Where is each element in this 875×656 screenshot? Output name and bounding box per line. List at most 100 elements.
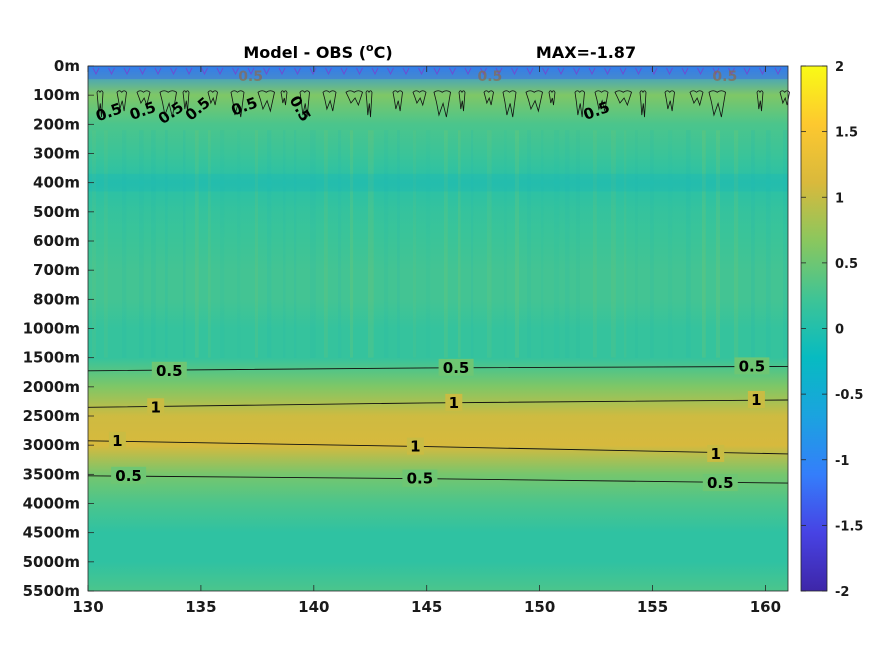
chart-title: Model - OBS (oC): [243, 41, 392, 62]
surface-contour-label: 0.5: [477, 69, 502, 85]
upper-contour-blob: [689, 90, 704, 107]
title-unit-tail: C): [374, 43, 393, 62]
texture-stripe: [310, 130, 316, 358]
texture-stripe: [220, 130, 225, 358]
surface-contour-label: 0.5: [238, 69, 263, 85]
upper-contour-blob: [299, 90, 310, 118]
texture-stripe: [716, 130, 720, 358]
surface-contour-mark: [697, 67, 704, 76]
plot-area: 0.5 0.5 0.51 1 11 1 10.5 0.5 0.50.5 0.50.50.5 0.5 0…: [87, 65, 790, 592]
contour-label: 1: [449, 394, 459, 412]
texture-stripe: [565, 130, 570, 358]
texture-stripe: [397, 130, 400, 358]
surface-contour-mark: [495, 67, 503, 76]
surface-contour-mark: [449, 67, 456, 76]
surface-contour-mark: [247, 67, 255, 76]
texture-stripe: [283, 130, 286, 358]
contour-label-bg: [747, 391, 765, 408]
surface-contour-marks: [92, 67, 782, 76]
texture-stripe: [151, 130, 156, 358]
upper-contour-blob: [614, 90, 632, 107]
y-tick-label: 600m: [33, 232, 80, 250]
upper-contour-blob: [639, 90, 647, 118]
upper-contour-blobs: [96, 90, 790, 118]
texture-stripe: [195, 130, 199, 358]
upper-contour-blob: [96, 90, 104, 118]
texture-stripe: [751, 130, 755, 358]
upper-contour-blob: [412, 90, 427, 107]
heatmap-field: [88, 66, 788, 591]
y-tick-label: 2500m: [23, 407, 80, 425]
title-unit-superscript: o: [366, 41, 374, 54]
upper-contour-blob: [574, 90, 585, 118]
texture-stripe: [702, 130, 706, 358]
texture-stripe: [294, 130, 297, 358]
surface-contour-mark: [743, 67, 751, 76]
y-axis-ticks: 0m 100m 200m 300m 400m 500m 600m 700m 800m 1000m 1…: [23, 57, 94, 600]
y-tick-label: 700m: [33, 261, 80, 279]
texture-stripe: [624, 130, 627, 358]
surface-contour-mark: [588, 67, 596, 76]
y-tick-label: 800m: [33, 290, 80, 308]
texture-stripe: [267, 130, 272, 358]
y-tick-label: 0m: [54, 57, 80, 75]
texture-stripe: [413, 130, 417, 358]
contour-label: 0.5: [739, 357, 766, 375]
surface-contour-mark: [340, 67, 348, 76]
colorbar-tick-label: 1.5: [835, 126, 858, 141]
contour-label-bg: [406, 437, 424, 455]
y-tick-label: 4500m: [23, 524, 80, 542]
surface-contour-mark: [154, 67, 162, 76]
surface-contour-mark: [294, 67, 301, 76]
y-tick-label: 5500m: [23, 582, 80, 600]
max-label: MAX=-1.87: [536, 43, 636, 62]
texture-stripe: [237, 130, 241, 358]
x-tick-label: 135: [185, 598, 216, 616]
texture-stripe: [350, 130, 354, 358]
upper-contour-blob: [116, 90, 127, 112]
surface-contour-mark: [666, 67, 673, 76]
x-tick-label: 155: [637, 598, 668, 616]
texture-stripe: [527, 130, 531, 358]
surface-contour-mark: [542, 67, 549, 76]
upper-contour-blob: [365, 90, 373, 118]
texture-stripe: [139, 130, 144, 358]
texture-stripe: [165, 130, 168, 358]
colorbar-tick-label: -2: [835, 585, 849, 600]
texture-stripe: [444, 130, 448, 358]
surface-contour-mark: [573, 67, 580, 76]
y-tick-label: 200m: [33, 115, 80, 133]
y-tick-label: 4000m: [23, 495, 80, 513]
contour-label-bg: [445, 393, 463, 411]
upper-contour-blob: [433, 90, 451, 118]
texture-stripe: [504, 130, 507, 358]
y-tick-label: 300m: [33, 145, 80, 163]
surface-contour-mark: [402, 67, 410, 76]
contour-label: 1: [410, 438, 420, 456]
texture-stripe: [593, 130, 597, 358]
upper-contour-blob: [392, 90, 403, 112]
surface-contour-mark: [371, 67, 379, 76]
upper-contour-blob: [708, 90, 726, 118]
y-tick-label: 1000m: [23, 320, 80, 338]
colorbar-tick-label: 0: [835, 323, 844, 338]
texture-stripe: [650, 130, 654, 358]
colorbar-tick-label: 0.5: [835, 257, 858, 272]
contour-label-bg: [438, 358, 474, 376]
colorbar: 2 1.5 1 0.5 0 -0.5 -1 -1.5 -2: [800, 60, 863, 600]
upper-contour-blob: [756, 90, 764, 112]
texture-stripe: [255, 130, 258, 358]
texture-stripe: [208, 130, 211, 358]
upper-contour-blob: [136, 90, 151, 107]
surface-contour-mark: [681, 67, 689, 76]
texture-stripe: [104, 130, 108, 358]
colorbar-ticks: 2 1.5 1 0.5 0 -0.5 -1 -1.5 -2: [801, 60, 863, 600]
contour-label-bg: [111, 466, 147, 484]
x-tick-label: 130: [72, 598, 103, 616]
contour-label-bg: [151, 361, 187, 379]
x-tick-label: 150: [524, 598, 555, 616]
upper-contour-blob: [525, 90, 543, 113]
contour-label: 0.5: [115, 467, 142, 485]
band-400m: [88, 173, 788, 192]
surface-contour-mark: [232, 67, 239, 76]
